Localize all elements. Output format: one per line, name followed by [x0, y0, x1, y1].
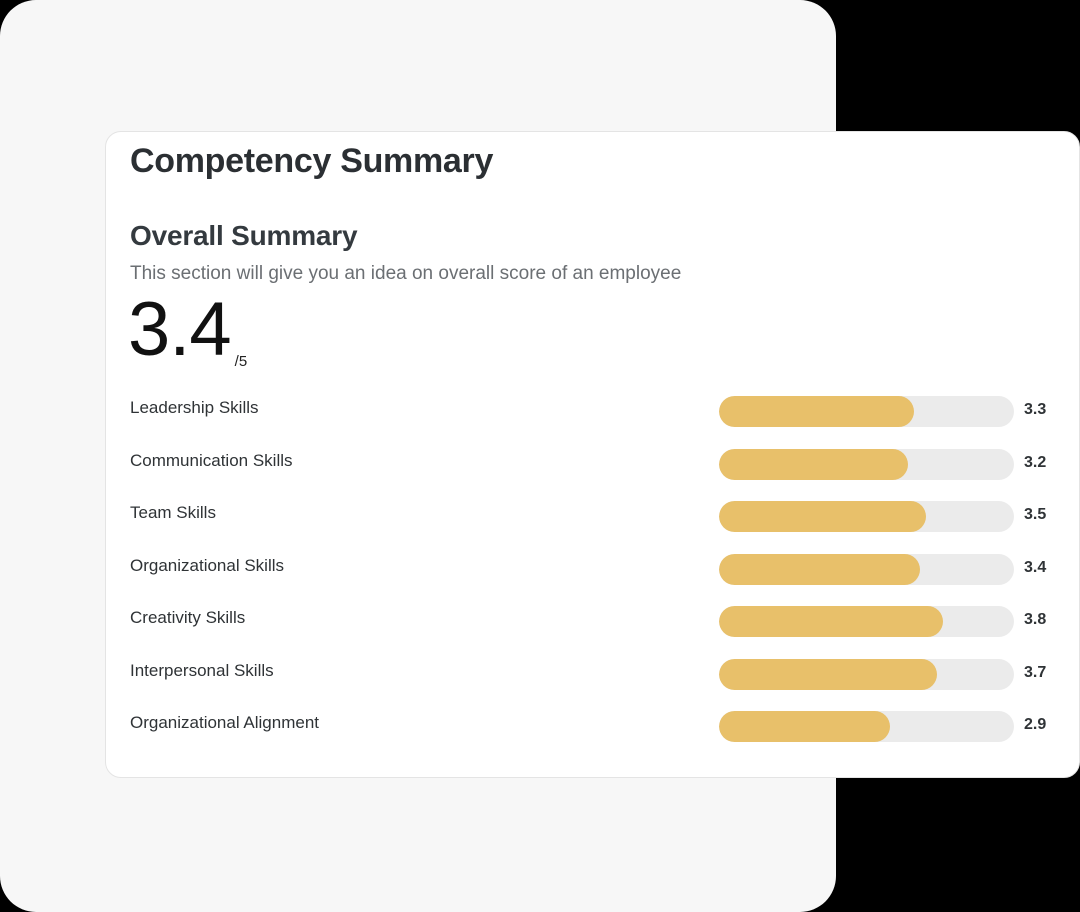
skill-bar-fill	[719, 606, 944, 637]
skill-row: Communication Skills 3.2	[130, 448, 1050, 502]
overall-score-value: 3.4	[128, 287, 232, 372]
skill-value: 3.7	[1024, 663, 1047, 681]
overall-score-max: /5	[234, 353, 248, 370]
skill-label: Organizational Alignment	[130, 713, 320, 732]
skill-row: Organizational Skills 3.4	[130, 553, 1050, 607]
skill-label: Creativity Skills	[130, 608, 246, 627]
skill-label: Interpersonal Skills	[130, 660, 274, 680]
skill-bar-fill	[719, 501, 926, 532]
section-title: Overall Summary	[130, 220, 358, 251]
skill-bar-fill	[719, 711, 891, 742]
skill-bar-track	[719, 606, 1014, 637]
section-description: This section will give you an idea on ov…	[130, 263, 682, 284]
skill-value: 3.4	[1024, 558, 1047, 576]
skill-label: Communication Skills	[130, 450, 293, 470]
skill-bar-fill	[719, 658, 938, 690]
skill-bar-fill	[719, 396, 914, 427]
skill-value: 3.3	[1024, 401, 1047, 418]
skill-bar-track	[719, 711, 1014, 742]
skill-row: Organizational Alignment 2.9	[130, 711, 1050, 764]
skill-row: Interpersonal Skills 3.7	[130, 658, 1050, 712]
skill-value: 2.9	[1024, 716, 1047, 733]
skill-row: Creativity Skills 3.8	[130, 606, 1050, 659]
skill-bar-track	[719, 501, 1014, 532]
overall-score: 3.4 /5	[128, 287, 248, 372]
skill-bar-fill	[719, 553, 920, 585]
skill-label: Organizational Skills	[130, 555, 285, 575]
skill-bar-track	[719, 658, 1014, 690]
skill-value: 3.5	[1024, 506, 1047, 523]
skill-row: Team Skills 3.5	[130, 501, 1050, 554]
skill-label: Leadership Skills	[130, 398, 259, 417]
skills-list: Leadership Skills 3.3 Communication Skil…	[130, 396, 1050, 764]
skill-label: Team Skills	[130, 503, 216, 522]
skill-bar-fill	[719, 448, 908, 480]
skill-value: 3.2	[1024, 453, 1047, 471]
card-title: Competency Summary	[130, 142, 494, 180]
skill-bar-track	[719, 553, 1014, 585]
skill-bar-track	[719, 448, 1014, 480]
skill-bar-track	[719, 396, 1014, 427]
competency-summary-card: Competency Summary Overall Summary This …	[105, 131, 1080, 778]
skill-value: 3.8	[1024, 611, 1047, 628]
skill-row: Leadership Skills 3.3	[130, 396, 1050, 449]
